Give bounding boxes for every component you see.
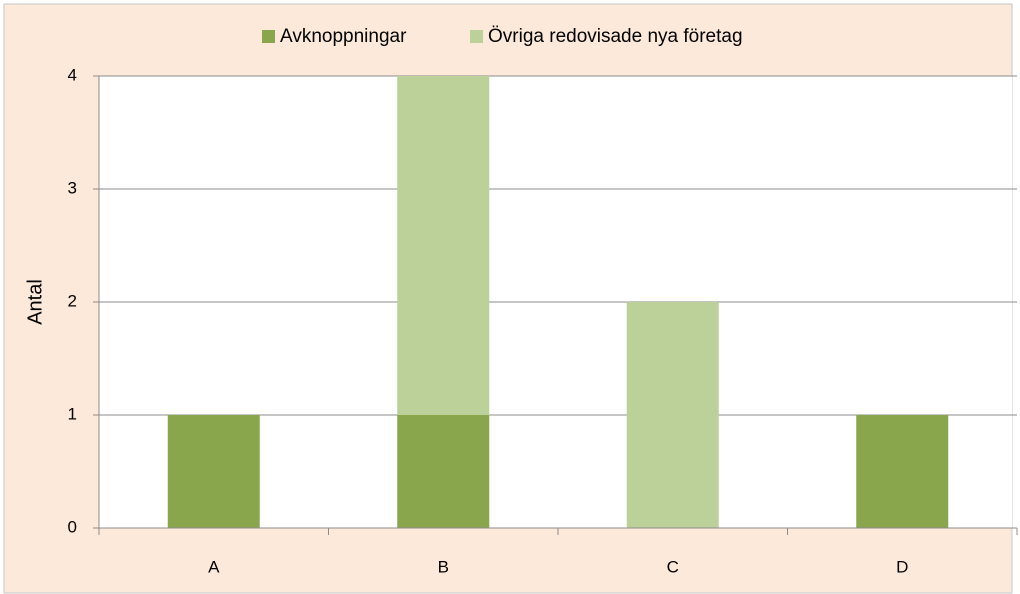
y-axis-label: Antal (24, 279, 46, 325)
x-tick-label: A (208, 557, 220, 576)
bar-segment (626, 302, 719, 528)
y-tick-label: 3 (68, 178, 77, 197)
bar-segment (397, 415, 490, 528)
legend-label: Övriga redovisade nya företag (488, 26, 743, 47)
x-tick-label: C (667, 557, 679, 576)
y-tick-label: 2 (68, 291, 77, 310)
bar-segment (397, 76, 490, 415)
x-tick-label: B (438, 557, 449, 576)
y-tick-label: 0 (68, 517, 77, 536)
y-tick-label: 1 (68, 404, 77, 423)
bar-segment (167, 415, 260, 528)
legend-swatch (470, 30, 483, 43)
legend-swatch (262, 30, 275, 43)
y-tick-label: 4 (68, 65, 77, 84)
x-tick-label: D (896, 557, 908, 576)
legend-label: Avknoppningar (280, 26, 407, 47)
bar-segment (856, 415, 949, 528)
